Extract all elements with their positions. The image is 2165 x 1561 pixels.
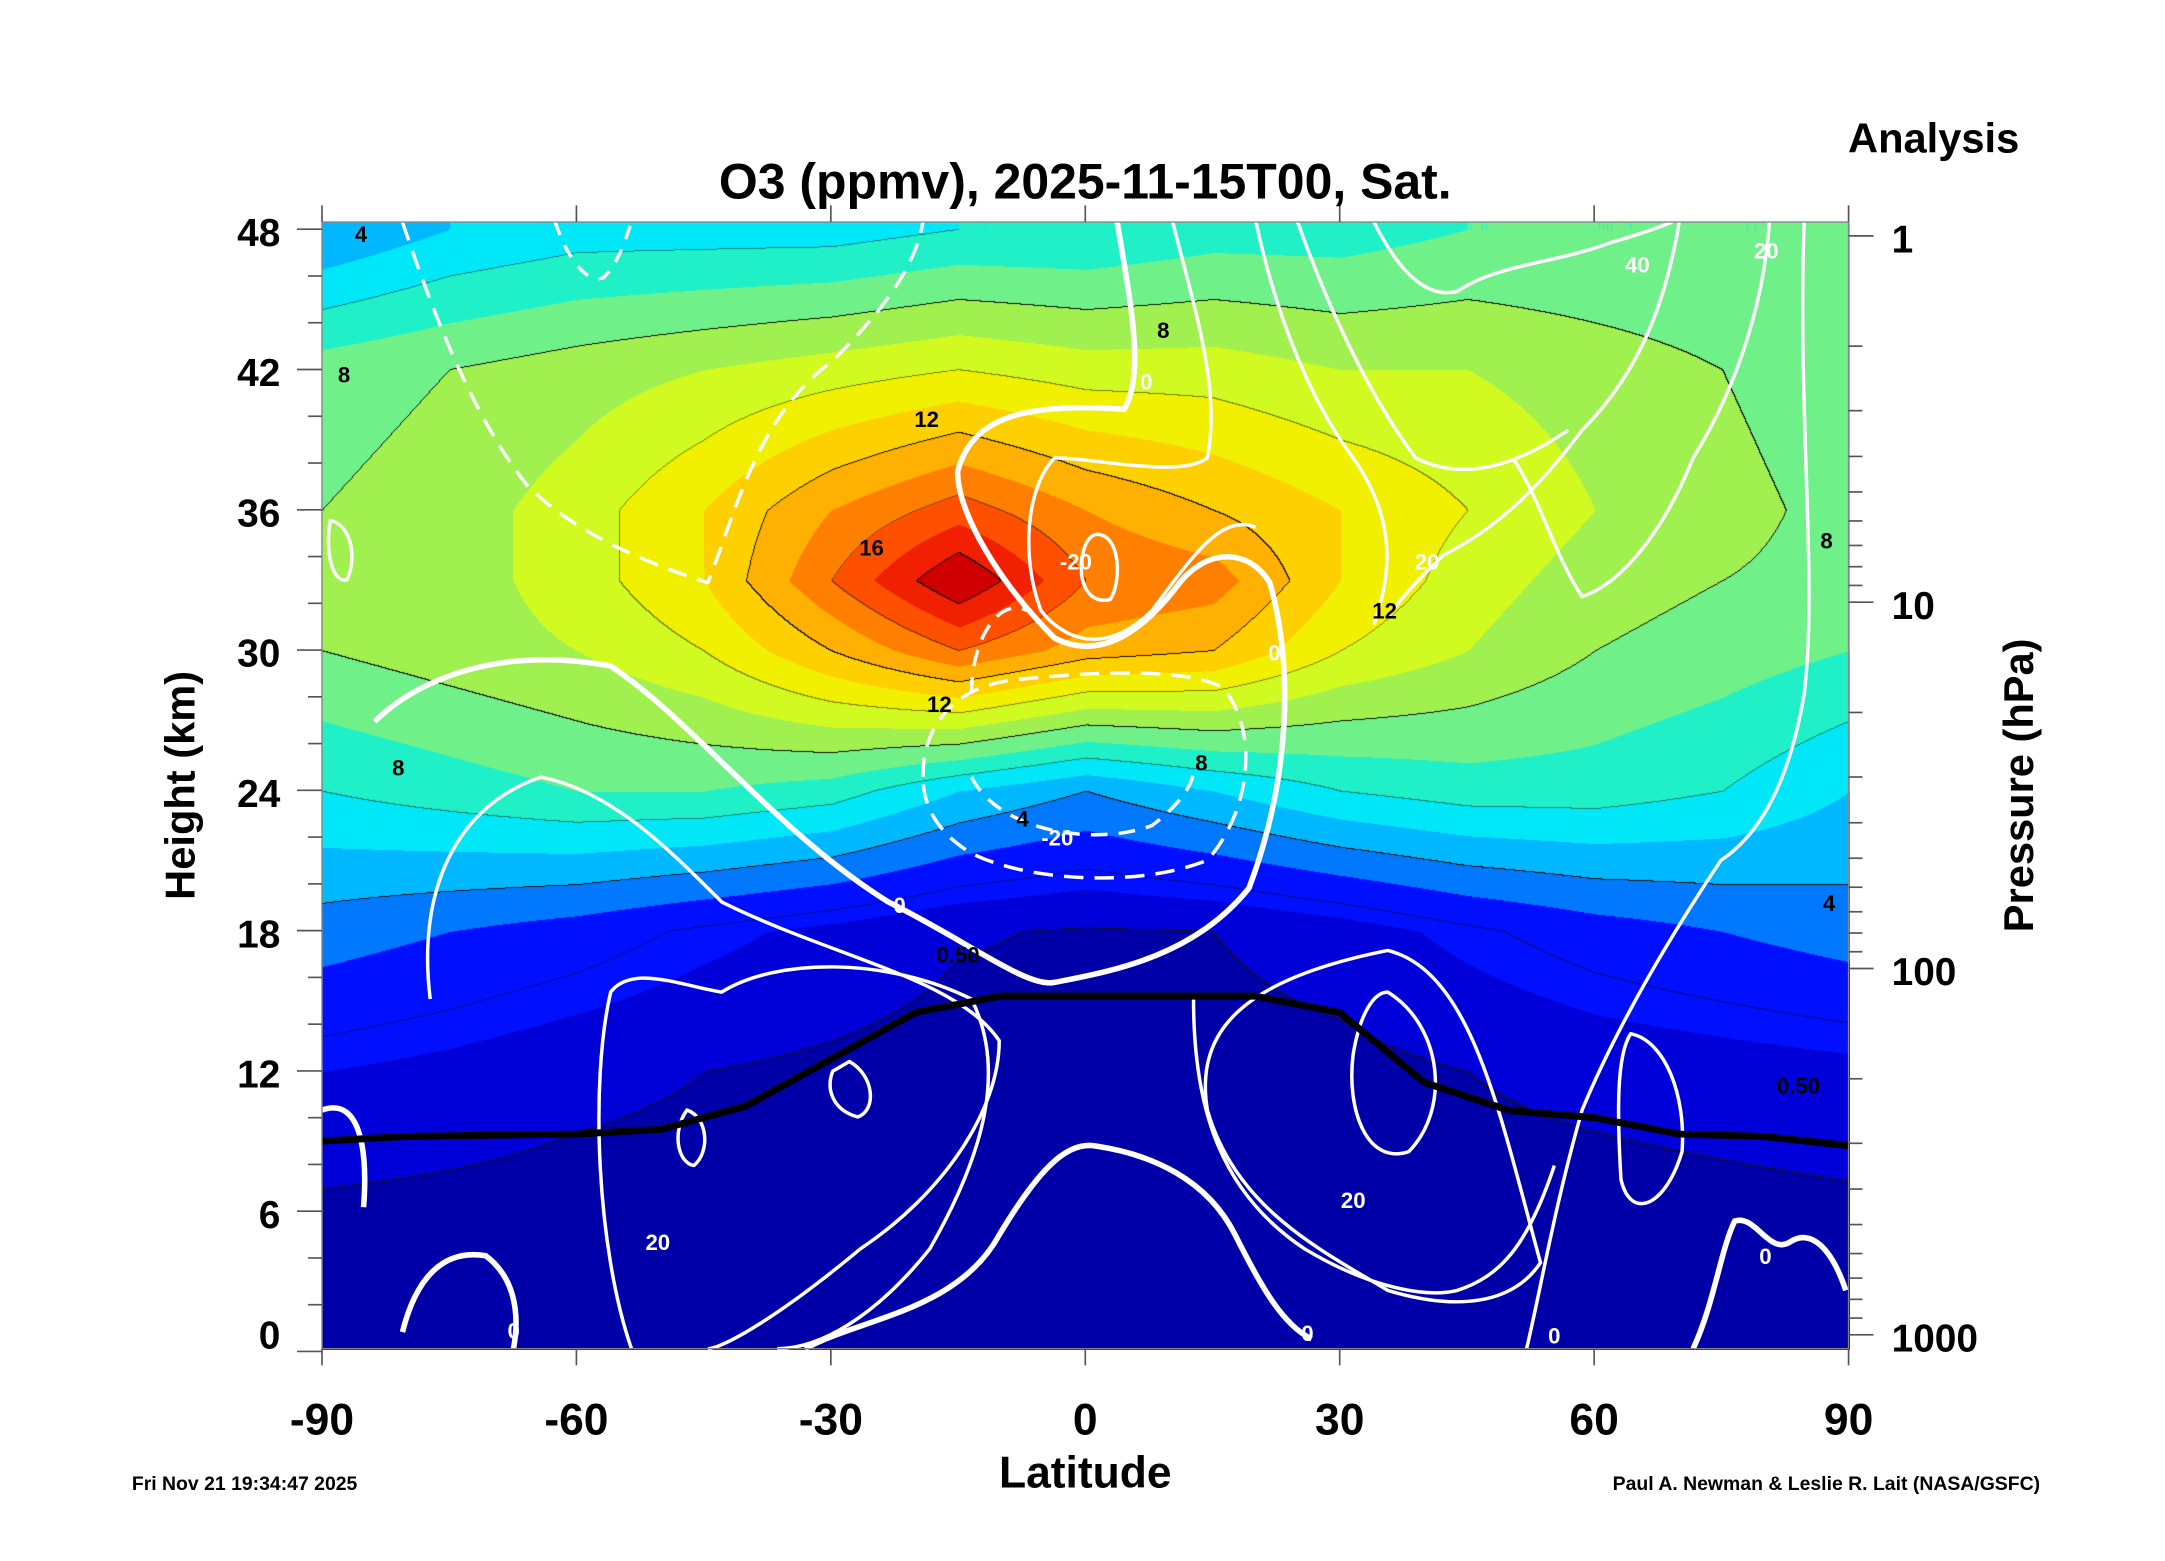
x-axis-label: Latitude	[999, 1448, 1172, 1497]
y2-tick-label: 1	[1892, 219, 1914, 262]
analysis-label: Analysis	[1848, 115, 2019, 162]
footer-credits: Paul A. Newman & Leslie R. Lait (NASA/GS…	[1613, 1473, 2040, 1495]
contour-label: 8	[338, 363, 350, 388]
contour-label: 12	[927, 692, 952, 717]
wind-contour-right-small-loop	[1616, 1031, 1685, 1206]
wind-contour-dashed-inner	[969, 606, 1196, 837]
x-tick-label: -90	[290, 1396, 354, 1445]
contour-label: 12	[1372, 599, 1397, 624]
wind-contour-20-far-right	[1511, 221, 1772, 599]
x-tick-label: -30	[799, 1396, 863, 1445]
contour-label: 40	[1625, 253, 1650, 278]
contour-label: 0	[1140, 370, 1152, 395]
y-tick-label: 36	[237, 492, 280, 535]
wind-contour-dashed-minus20-center	[921, 671, 1248, 880]
wind-contour-20-top-mid	[1027, 221, 1257, 641]
y2-axis-label: Pressure (hPa)	[1995, 638, 2042, 932]
axis-ticks	[296, 205, 1874, 1366]
contour-label: 0	[507, 1319, 519, 1344]
contour-label: 20	[1415, 550, 1440, 575]
wind-contour-far-right	[1524, 221, 1811, 1350]
wind-contour-20-right	[1203, 948, 1543, 1304]
wind-contours	[321, 220, 1849, 1352]
y2-tick-label: 10	[1892, 585, 1935, 628]
wind-contour-40-left-small	[676, 1108, 707, 1168]
contour-label: 0	[1548, 1323, 1560, 1348]
wind-contour-40-left-inner	[828, 1059, 873, 1119]
y-axis-label: Height (km)	[156, 671, 203, 900]
wind-contour-20-left	[597, 965, 991, 1351]
wind-contour-zero-main	[372, 221, 1288, 986]
contour-label: 4	[355, 222, 368, 247]
y-tick-label: 18	[237, 913, 280, 956]
wind-contour-40	[1386, 221, 1681, 619]
y2-tick-label: 100	[1892, 951, 1957, 994]
x-tick-label: 60	[1569, 1396, 1618, 1445]
wind-contour-zero-left-bottom	[321, 1105, 519, 1350]
footer-timestamp: Fri Nov 21 19:34:47 2025	[132, 1473, 358, 1495]
wind-contour-zero-right-bottom	[1690, 1217, 1849, 1350]
x-tick-label: -60	[544, 1396, 608, 1445]
wind-contour-minus20-loop	[1079, 532, 1120, 602]
wind-contour-40-right-inner	[1350, 990, 1438, 1156]
contour-labels: 4 8 12 16 8 0 -20 12 8 4 -20 0 0.50 12 20 0 40 20 8 4 0.50 8 2…	[338, 222, 1836, 1348]
contour-label: 0.50	[1777, 1073, 1820, 1098]
contour-label: 16	[859, 536, 884, 561]
wind-contour-zero-lower	[803, 1142, 1313, 1352]
x-tick-label: 90	[1824, 1396, 1873, 1445]
x-tick-labels: -90 -60 -30 0 30 60 90	[290, 1396, 1873, 1445]
x-tick-label: 0	[1073, 1396, 1098, 1445]
y-tick-label: 12	[237, 1054, 280, 1097]
contour-label: -20	[1060, 550, 1092, 575]
y-tick-label: 24	[237, 773, 281, 816]
y-tick-label: 6	[259, 1194, 281, 1237]
contour-label: 0	[1759, 1244, 1771, 1269]
y-tick-label: 42	[237, 352, 280, 395]
contour-label: 4	[1016, 807, 1029, 832]
wind-contour-left-edge-loop	[326, 518, 354, 582]
contour-label: 20	[1341, 1188, 1366, 1213]
contour-label: -20	[1041, 825, 1073, 850]
y-tick-label: 30	[237, 633, 280, 676]
contour-label: 8	[1195, 751, 1207, 776]
contour-label: 8	[392, 755, 404, 780]
wind-contour-right-lower	[1191, 999, 1557, 1295]
contour-label: 20	[1754, 239, 1779, 264]
chart-title: O3 (ppmv), 2025-11-15T00, Sat.	[719, 153, 1452, 209]
contour-label: 8	[1157, 318, 1169, 343]
wind-contour-top-right-c	[1372, 220, 1673, 295]
wind-contour-dashed-minus20-top	[400, 221, 925, 585]
wind-contour-top-right-b	[1295, 221, 1570, 472]
contour-label: 0	[1268, 641, 1280, 666]
x-tick-label: 30	[1315, 1396, 1364, 1445]
y-tick-label: 48	[237, 212, 280, 255]
y2-tick-label: 1000	[1892, 1317, 1978, 1360]
tropopause-line	[321, 992, 1849, 1150]
contour-label: 0	[893, 893, 905, 918]
wind-contour-dashed-small-top	[553, 221, 634, 281]
y-tick-label: 0	[259, 1315, 281, 1358]
contour-label: 12	[914, 407, 939, 432]
contour-label: 8	[1820, 529, 1832, 554]
contour-label: 20	[645, 1230, 670, 1255]
contour-label: 0.50	[936, 942, 979, 967]
y2-tick-labels: 1 10 100 1000	[1892, 219, 1978, 1361]
contour-label: 0	[1301, 1321, 1313, 1346]
wind-contour-20-left-outer	[425, 775, 1001, 1351]
y-tick-labels: 0 6 12 18 24 30 36 42 48	[237, 212, 281, 1358]
wind-contour-top-right-a	[1254, 221, 1389, 625]
contour-label: 4	[1823, 891, 1836, 916]
